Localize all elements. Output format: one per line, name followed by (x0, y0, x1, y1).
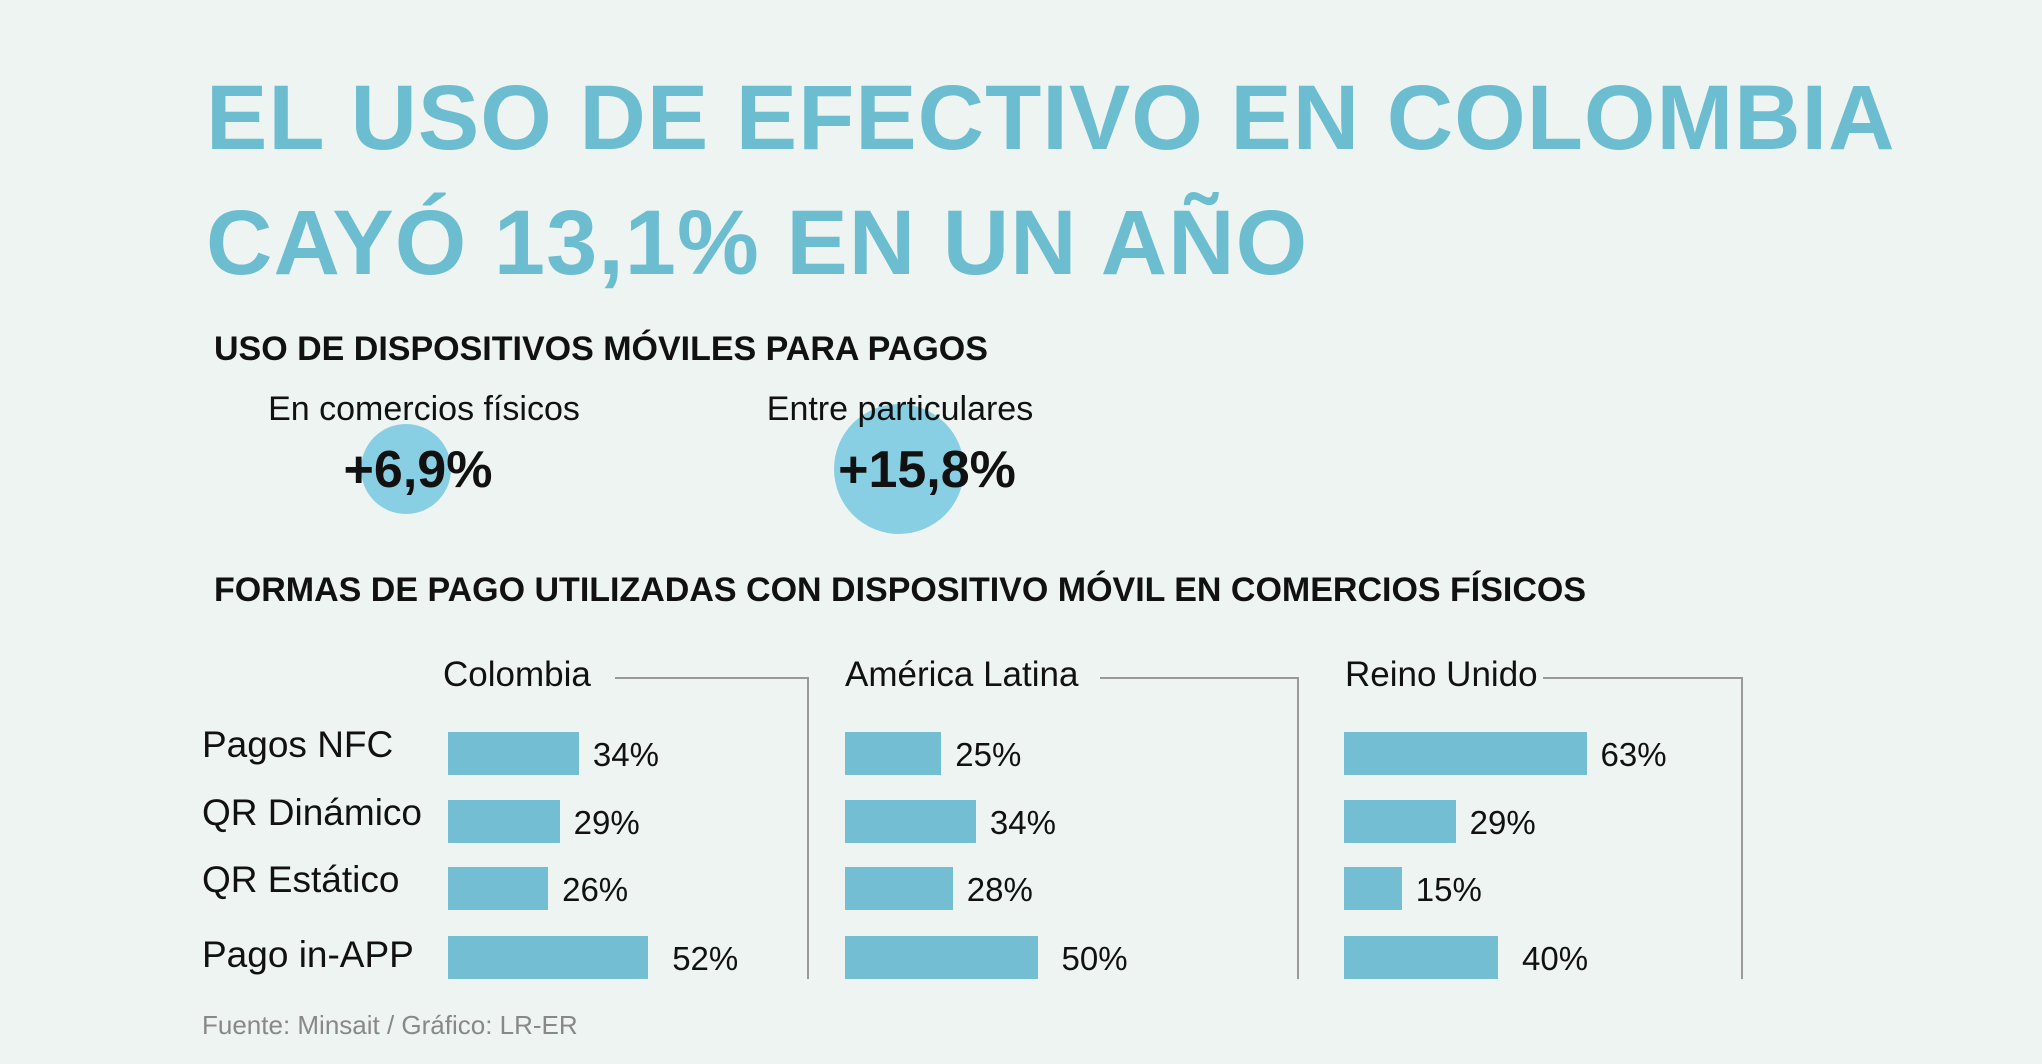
category-label: QR Estático (202, 859, 400, 900)
value-label: 29% (1469, 804, 1536, 841)
value-label: 52% (672, 940, 739, 977)
bar (845, 867, 953, 910)
panel-title: Colombia (443, 655, 591, 694)
value-label: 25% (955, 736, 1022, 773)
value-label: 63% (1600, 736, 1667, 773)
panel-line (1741, 677, 1743, 979)
source-footer: Fuente: Minsait / Gráfico: LR-ER (202, 1010, 578, 1040)
stat-circle-2 (834, 404, 964, 534)
bar (845, 800, 976, 843)
category-label: Pagos NFC (202, 724, 394, 765)
panel-line (1100, 677, 1297, 679)
section1-heading: USO DE DISPOSITIVOS MÓVILES PARA PAGOS (214, 330, 988, 368)
section2-heading: FORMAS DE PAGO UTILIZADAS CON DISPOSITIV… (214, 571, 1587, 609)
bar (1344, 800, 1456, 843)
title-line-1: EL USO DE EFECTIVO EN COLOMBIA (206, 67, 1896, 169)
bar (1344, 732, 1587, 775)
stat-label-1: En comercios físicos (268, 390, 580, 428)
category-label: Pago in-APP (202, 934, 414, 975)
bar (845, 732, 942, 775)
stat-label-2: Entre particulares (766, 390, 1034, 428)
stat-value-1: +6,9% (343, 441, 493, 499)
value-label: 15% (1415, 871, 1482, 908)
value-label: 40% (1522, 940, 1589, 977)
panel-line (807, 677, 809, 979)
panel-title: Reino Unido (1345, 655, 1538, 694)
stat-circle-1 (361, 424, 451, 514)
bar (448, 867, 549, 910)
bar (448, 936, 649, 979)
value-label: 50% (1061, 940, 1128, 977)
bar (448, 732, 579, 775)
value-label: 28% (966, 871, 1033, 908)
panel-line (1543, 677, 1741, 679)
bar (1344, 867, 1402, 910)
panel-line (615, 677, 807, 679)
bar (448, 800, 560, 843)
value-label: 34% (989, 804, 1056, 841)
value-label: 34% (592, 736, 659, 773)
panel-line (1297, 677, 1299, 979)
category-label: QR Dinámico (202, 792, 422, 833)
panel-title: América Latina (845, 655, 1079, 694)
title-line-2: CAYÓ 13,1% EN UN AÑO (206, 192, 1309, 294)
bar (845, 936, 1038, 979)
value-label: 29% (573, 804, 640, 841)
bar (1344, 936, 1498, 979)
stat-value-2: +15,8% (838, 441, 1016, 499)
value-label: 26% (562, 871, 629, 908)
